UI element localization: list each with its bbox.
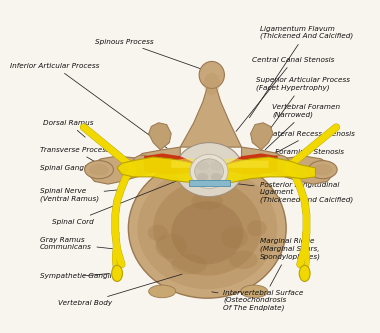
Ellipse shape [89, 164, 109, 175]
Text: Central Canal Stenosis: Central Canal Stenosis [236, 57, 335, 132]
Text: Spinal Cord: Spinal Cord [52, 175, 191, 225]
Ellipse shape [204, 73, 220, 95]
Ellipse shape [247, 220, 267, 236]
Polygon shape [144, 154, 278, 179]
Text: Dorsal Ramus: Dorsal Ramus [43, 120, 93, 137]
Ellipse shape [196, 162, 209, 170]
Polygon shape [250, 123, 273, 150]
Ellipse shape [197, 173, 208, 181]
Text: Intervertebral Surface
(Osteochondrosis
Of The Endplate): Intervertebral Surface (Osteochondrosis … [212, 290, 304, 311]
Text: Posterior Longitudinal
Ligament
(Thickened And Calcified): Posterior Longitudinal Ligament (Thicken… [235, 182, 353, 202]
Ellipse shape [313, 164, 332, 175]
Text: Transverse Process: Transverse Process [40, 147, 109, 164]
Ellipse shape [308, 161, 337, 179]
Ellipse shape [171, 254, 207, 274]
Polygon shape [133, 147, 180, 174]
Polygon shape [180, 81, 242, 147]
Text: Spinous Process: Spinous Process [95, 39, 203, 70]
Ellipse shape [132, 155, 152, 171]
Text: Inferior Articular Process: Inferior Articular Process [10, 63, 167, 148]
Polygon shape [149, 123, 171, 150]
Polygon shape [117, 157, 315, 183]
Ellipse shape [241, 285, 268, 298]
Ellipse shape [199, 61, 225, 89]
Ellipse shape [210, 162, 223, 170]
Ellipse shape [128, 159, 286, 298]
Text: Vertebral Body: Vertebral Body [59, 274, 182, 306]
Polygon shape [242, 147, 287, 174]
Ellipse shape [171, 201, 243, 264]
Text: Foraminal Stenosis: Foraminal Stenosis [275, 149, 344, 162]
Ellipse shape [149, 285, 176, 298]
Ellipse shape [269, 155, 289, 171]
Ellipse shape [195, 159, 223, 184]
Ellipse shape [153, 181, 261, 276]
Ellipse shape [190, 154, 228, 188]
Text: Gray Ramus
Communicans: Gray Ramus Communicans [40, 237, 112, 250]
Polygon shape [269, 156, 334, 184]
Polygon shape [189, 180, 230, 186]
Ellipse shape [299, 265, 310, 281]
Text: Sympathetic Ganglion: Sympathetic Ganglion [40, 273, 120, 279]
Ellipse shape [85, 161, 114, 179]
Ellipse shape [175, 143, 243, 197]
Text: Superior Articular Process
(Facet Hypertrophy): Superior Articular Process (Facet Hypert… [256, 77, 350, 139]
Text: Vertebral Foramen
(Narrowed): Vertebral Foramen (Narrowed) [265, 104, 340, 150]
Text: Ligamentum Flavum
(Thickened And Calcified): Ligamentum Flavum (Thickened And Calcifi… [249, 26, 353, 118]
Ellipse shape [155, 234, 187, 259]
Ellipse shape [148, 225, 168, 241]
Ellipse shape [221, 226, 248, 248]
Polygon shape [88, 156, 153, 184]
Text: Spinal Nerve
(Ventral Ramus): Spinal Nerve (Ventral Ramus) [40, 188, 119, 202]
Ellipse shape [192, 192, 223, 210]
Ellipse shape [229, 251, 258, 269]
Text: Spinal Ganglion: Spinal Ganglion [40, 165, 131, 171]
Text: Lateral Recess Stenosis: Lateral Recess Stenosis [264, 131, 355, 159]
Ellipse shape [138, 167, 277, 289]
Ellipse shape [112, 265, 122, 281]
Polygon shape [171, 158, 269, 168]
Ellipse shape [211, 173, 222, 181]
Text: Marginal Ridge
(Marginal Spurs,
Spondylophytes): Marginal Ridge (Marginal Spurs, Spondylo… [260, 238, 321, 286]
